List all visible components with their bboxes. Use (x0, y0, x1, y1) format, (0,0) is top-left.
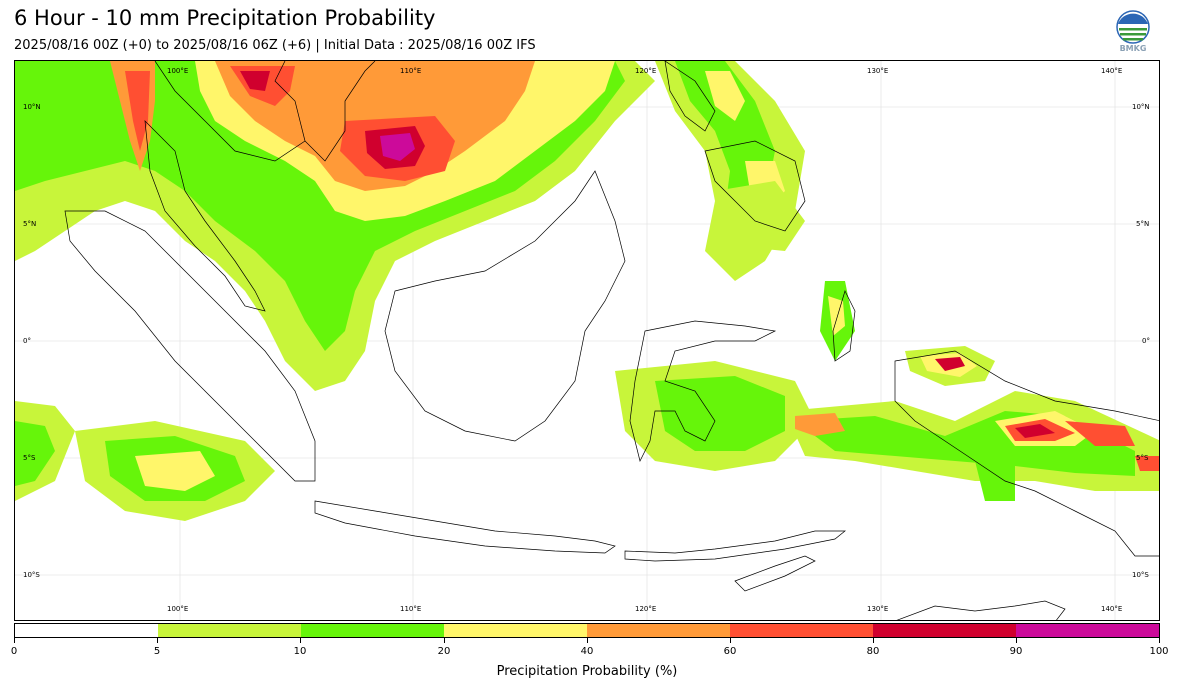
lat-label-right: 5°S (1136, 454, 1149, 462)
colorbar-title: Precipitation Probability (%) (496, 664, 678, 679)
colorbar-label: 80 (866, 646, 880, 657)
lon-label-top: 100°E (167, 67, 189, 75)
lat-label-right: 5°N (1136, 220, 1150, 228)
colorbar-label: 20 (437, 646, 451, 657)
lon-label-bottom: 100°E (167, 605, 189, 613)
map-canvas (15, 61, 1159, 620)
colorbar-tick (14, 638, 15, 643)
colorbar-tick (873, 638, 874, 643)
lon-label-bottom: 140°E (1101, 605, 1123, 613)
colorbar-label: 90 (1009, 646, 1023, 657)
lon-label-bottom: 110°E (400, 605, 422, 613)
chart-title: 6 Hour - 10 mm Precipitation Probability (14, 6, 436, 30)
coastlines (64, 61, 1159, 620)
lat-label-left: 10°S (23, 571, 40, 579)
lat-label-right: 10°N (1132, 103, 1150, 111)
colorbar-segment (15, 624, 158, 637)
colorbar-label: 60 (723, 646, 737, 657)
lat-label-left: 5°N (23, 220, 37, 228)
lat-label-left: 10°N (23, 103, 41, 111)
colorbar-segment (301, 624, 444, 637)
lat-label-right: 10°S (1132, 571, 1149, 579)
lon-label-top: 130°E (867, 67, 889, 75)
logo-text: BMKG (1119, 44, 1147, 53)
colorbar-label: 100 (1149, 646, 1169, 657)
lon-label-bottom: 120°E (635, 605, 657, 613)
colorbar-segment (1016, 624, 1159, 637)
colorbar-tick (730, 638, 731, 643)
colorbar-segment (730, 624, 873, 637)
colorbar-tick (157, 638, 158, 643)
colorbar-tick (1016, 638, 1017, 643)
colorbar-label: 40 (580, 646, 594, 657)
precip-field-north (15, 61, 655, 391)
colorbar-segment (444, 624, 587, 637)
colorbar-tick (444, 638, 445, 643)
colorbar-segment (587, 624, 730, 637)
colorbar (14, 623, 1160, 638)
colorbar-label: 10 (293, 646, 307, 657)
chart-subtitle: 2025/08/16 00Z (+0) to 2025/08/16 06Z (+… (14, 38, 536, 53)
lon-label-bottom: 130°E (867, 605, 889, 613)
lon-label-top: 110°E (400, 67, 422, 75)
lat-label-right: 0° (1142, 337, 1150, 345)
colorbar-segment (873, 624, 1016, 637)
colorbar-label: 0 (10, 646, 18, 657)
lon-label-top: 120°E (635, 67, 657, 75)
colorbar-tick (1159, 638, 1160, 643)
colorbar-tick (300, 638, 301, 643)
precip-field-west (15, 401, 275, 521)
colorbar-segment (158, 624, 301, 637)
bmkg-logo-icon (1116, 10, 1150, 44)
lat-label-left: 5°S (23, 454, 36, 462)
colorbar-label: 5 (153, 646, 161, 657)
lon-label-top: 140°E (1101, 67, 1123, 75)
precip-field-east (615, 181, 1159, 501)
colorbar-tick (587, 638, 588, 643)
precipitation-map[interactable]: 100°E 110°E 120°E 130°E 140°E 100°E 110°… (14, 60, 1160, 621)
lat-label-left: 0° (23, 337, 31, 345)
